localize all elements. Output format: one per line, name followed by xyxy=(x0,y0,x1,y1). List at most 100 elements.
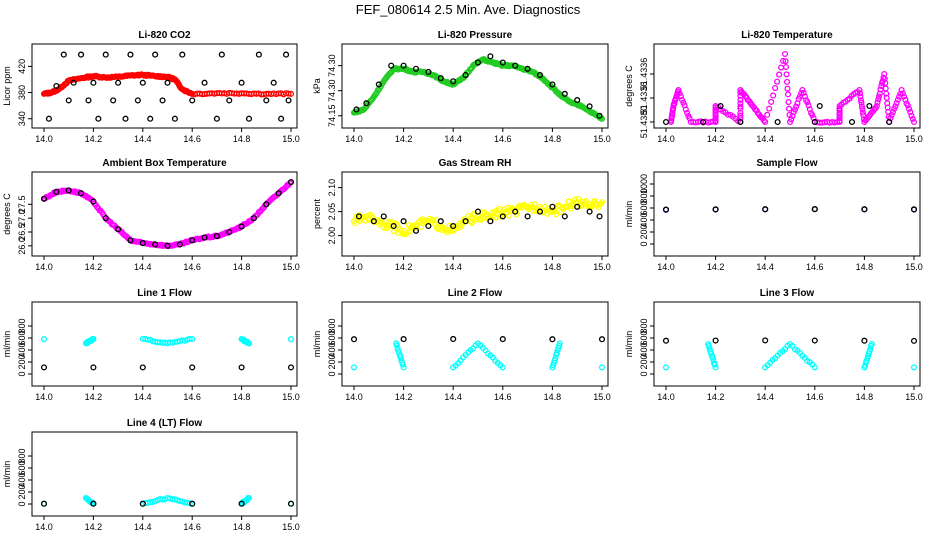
data-point-raw xyxy=(458,221,465,228)
data-point-raw xyxy=(778,64,785,71)
x-tick-label: 14.8 xyxy=(544,262,562,272)
data-point-ave xyxy=(450,335,457,343)
data-point-raw xyxy=(764,111,771,118)
y-tick-label: 200 xyxy=(17,354,27,369)
y-tick-label: 0 xyxy=(639,241,649,246)
data-point-raw xyxy=(770,92,777,99)
data-point-raw xyxy=(859,109,866,116)
data-point-ave xyxy=(512,62,519,69)
data-point-ave xyxy=(561,213,568,220)
plot-frame xyxy=(341,43,609,129)
data-point-raw xyxy=(857,97,864,104)
data-point-raw xyxy=(368,213,375,220)
y-axis-label: kPa xyxy=(312,78,322,94)
data-point-ave xyxy=(737,118,744,126)
data-point-raw xyxy=(907,108,914,116)
y-tick-label: 26.5 xyxy=(17,223,27,241)
data-point-ave xyxy=(437,75,444,82)
data-point-ave xyxy=(596,213,603,220)
data-point-raw xyxy=(768,98,775,105)
x-tick-label: 14.2 xyxy=(395,134,413,144)
panel-ambient: Ambient Box Temperature degrees C 14.0 14.2… xyxy=(2,158,300,272)
y-tick-label: 0 xyxy=(17,371,27,376)
data-point-raw xyxy=(712,117,719,124)
data-point-raw xyxy=(584,200,591,207)
data-point-ave xyxy=(238,364,245,371)
x-tick-label: 14.0 xyxy=(35,262,53,272)
panel-title: Line 3 Flow xyxy=(760,288,815,299)
data-point-ave xyxy=(250,215,258,222)
data-point-raw xyxy=(905,105,913,112)
data-point-ave xyxy=(245,115,253,122)
data-point-ave xyxy=(370,218,377,225)
y-tick-label: 1000 xyxy=(639,174,649,194)
data-point-ave xyxy=(437,218,444,225)
y-axis-label: percent xyxy=(312,198,322,229)
panel-line1: Line 1 Flow ml/min 14.0 14.2 14.4 14.6 14.8 15.… xyxy=(2,288,300,402)
data-point-raw xyxy=(904,102,911,109)
x-tick-label: 14.6 xyxy=(183,392,201,402)
data-point-ave xyxy=(275,190,282,197)
data-point-ave xyxy=(270,79,277,86)
plot-frame xyxy=(341,171,609,257)
data-point-ave xyxy=(380,213,387,220)
panel-title: Li-820 Pressure xyxy=(438,30,513,41)
data-point-ave xyxy=(189,500,196,507)
data-point-ave xyxy=(238,223,245,230)
data-point-ave xyxy=(53,188,60,195)
data-point-ave xyxy=(189,97,196,104)
x-tick-label: 14.0 xyxy=(345,262,363,272)
y-axis-label: ml/min xyxy=(312,331,322,358)
data-point-raw xyxy=(575,195,582,202)
data-point-raw xyxy=(880,74,887,81)
data-point-ave xyxy=(474,208,482,215)
data-point-ave xyxy=(70,79,77,86)
panel-title: Gas Stream RH xyxy=(439,158,512,169)
data-point-ave xyxy=(848,118,856,126)
x-tick-label: 14.6 xyxy=(806,262,824,272)
data-point-raw xyxy=(882,85,889,92)
data-point-ave xyxy=(910,337,918,344)
data-point-raw xyxy=(774,78,781,85)
data-point-ave xyxy=(549,203,556,210)
data-point-ave xyxy=(226,228,233,236)
y-axis-label: ml/min xyxy=(2,461,12,488)
x-tick-label: 14.8 xyxy=(233,134,251,144)
y-tick-label: 800 xyxy=(17,448,27,463)
data-point-raw xyxy=(875,93,883,100)
data-point-ave xyxy=(102,215,109,222)
data-point-raw xyxy=(522,202,529,209)
data-point-ave xyxy=(524,65,531,72)
x-tick-label: 14.2 xyxy=(707,392,725,402)
data-point-ave xyxy=(164,79,171,86)
data-point-ave xyxy=(350,336,358,343)
data-point-raw xyxy=(783,78,791,85)
panel-title: Li-820 Temperature xyxy=(741,30,833,41)
data-point-raw xyxy=(856,90,863,97)
data-point-ave xyxy=(499,213,506,220)
y-tick-label: 600 xyxy=(639,330,649,345)
data-point-ave xyxy=(110,97,117,104)
data-point-ave xyxy=(201,234,208,241)
data-point-raw xyxy=(899,90,906,97)
y-tick-label: 400 xyxy=(17,472,27,487)
data-point-ave xyxy=(499,59,506,66)
x-tick-label: 14.6 xyxy=(494,134,512,144)
data-point-ave xyxy=(450,78,457,85)
data-point-ave xyxy=(536,208,544,215)
data-point-raw xyxy=(378,81,385,88)
y-tick-label: 2.00 xyxy=(327,227,337,245)
x-tick-label: 14.0 xyxy=(657,262,675,272)
data-point-ave xyxy=(238,500,245,507)
panel-line3: Line 3 Flow ml/min 14.0 14.2 14.4 14.6 14.8 15.… xyxy=(624,288,923,402)
data-point-ave xyxy=(549,81,556,88)
data-point-ave xyxy=(861,337,868,344)
data-point-raw xyxy=(882,79,889,87)
data-point-ave xyxy=(122,115,129,122)
x-tick-label: 14.8 xyxy=(856,392,874,402)
data-point-raw xyxy=(780,57,787,64)
data-point-ave xyxy=(127,51,134,58)
data-point-raw xyxy=(872,105,879,112)
data-point-raw xyxy=(875,96,882,103)
y-tick-label: 2.10 xyxy=(327,179,337,197)
